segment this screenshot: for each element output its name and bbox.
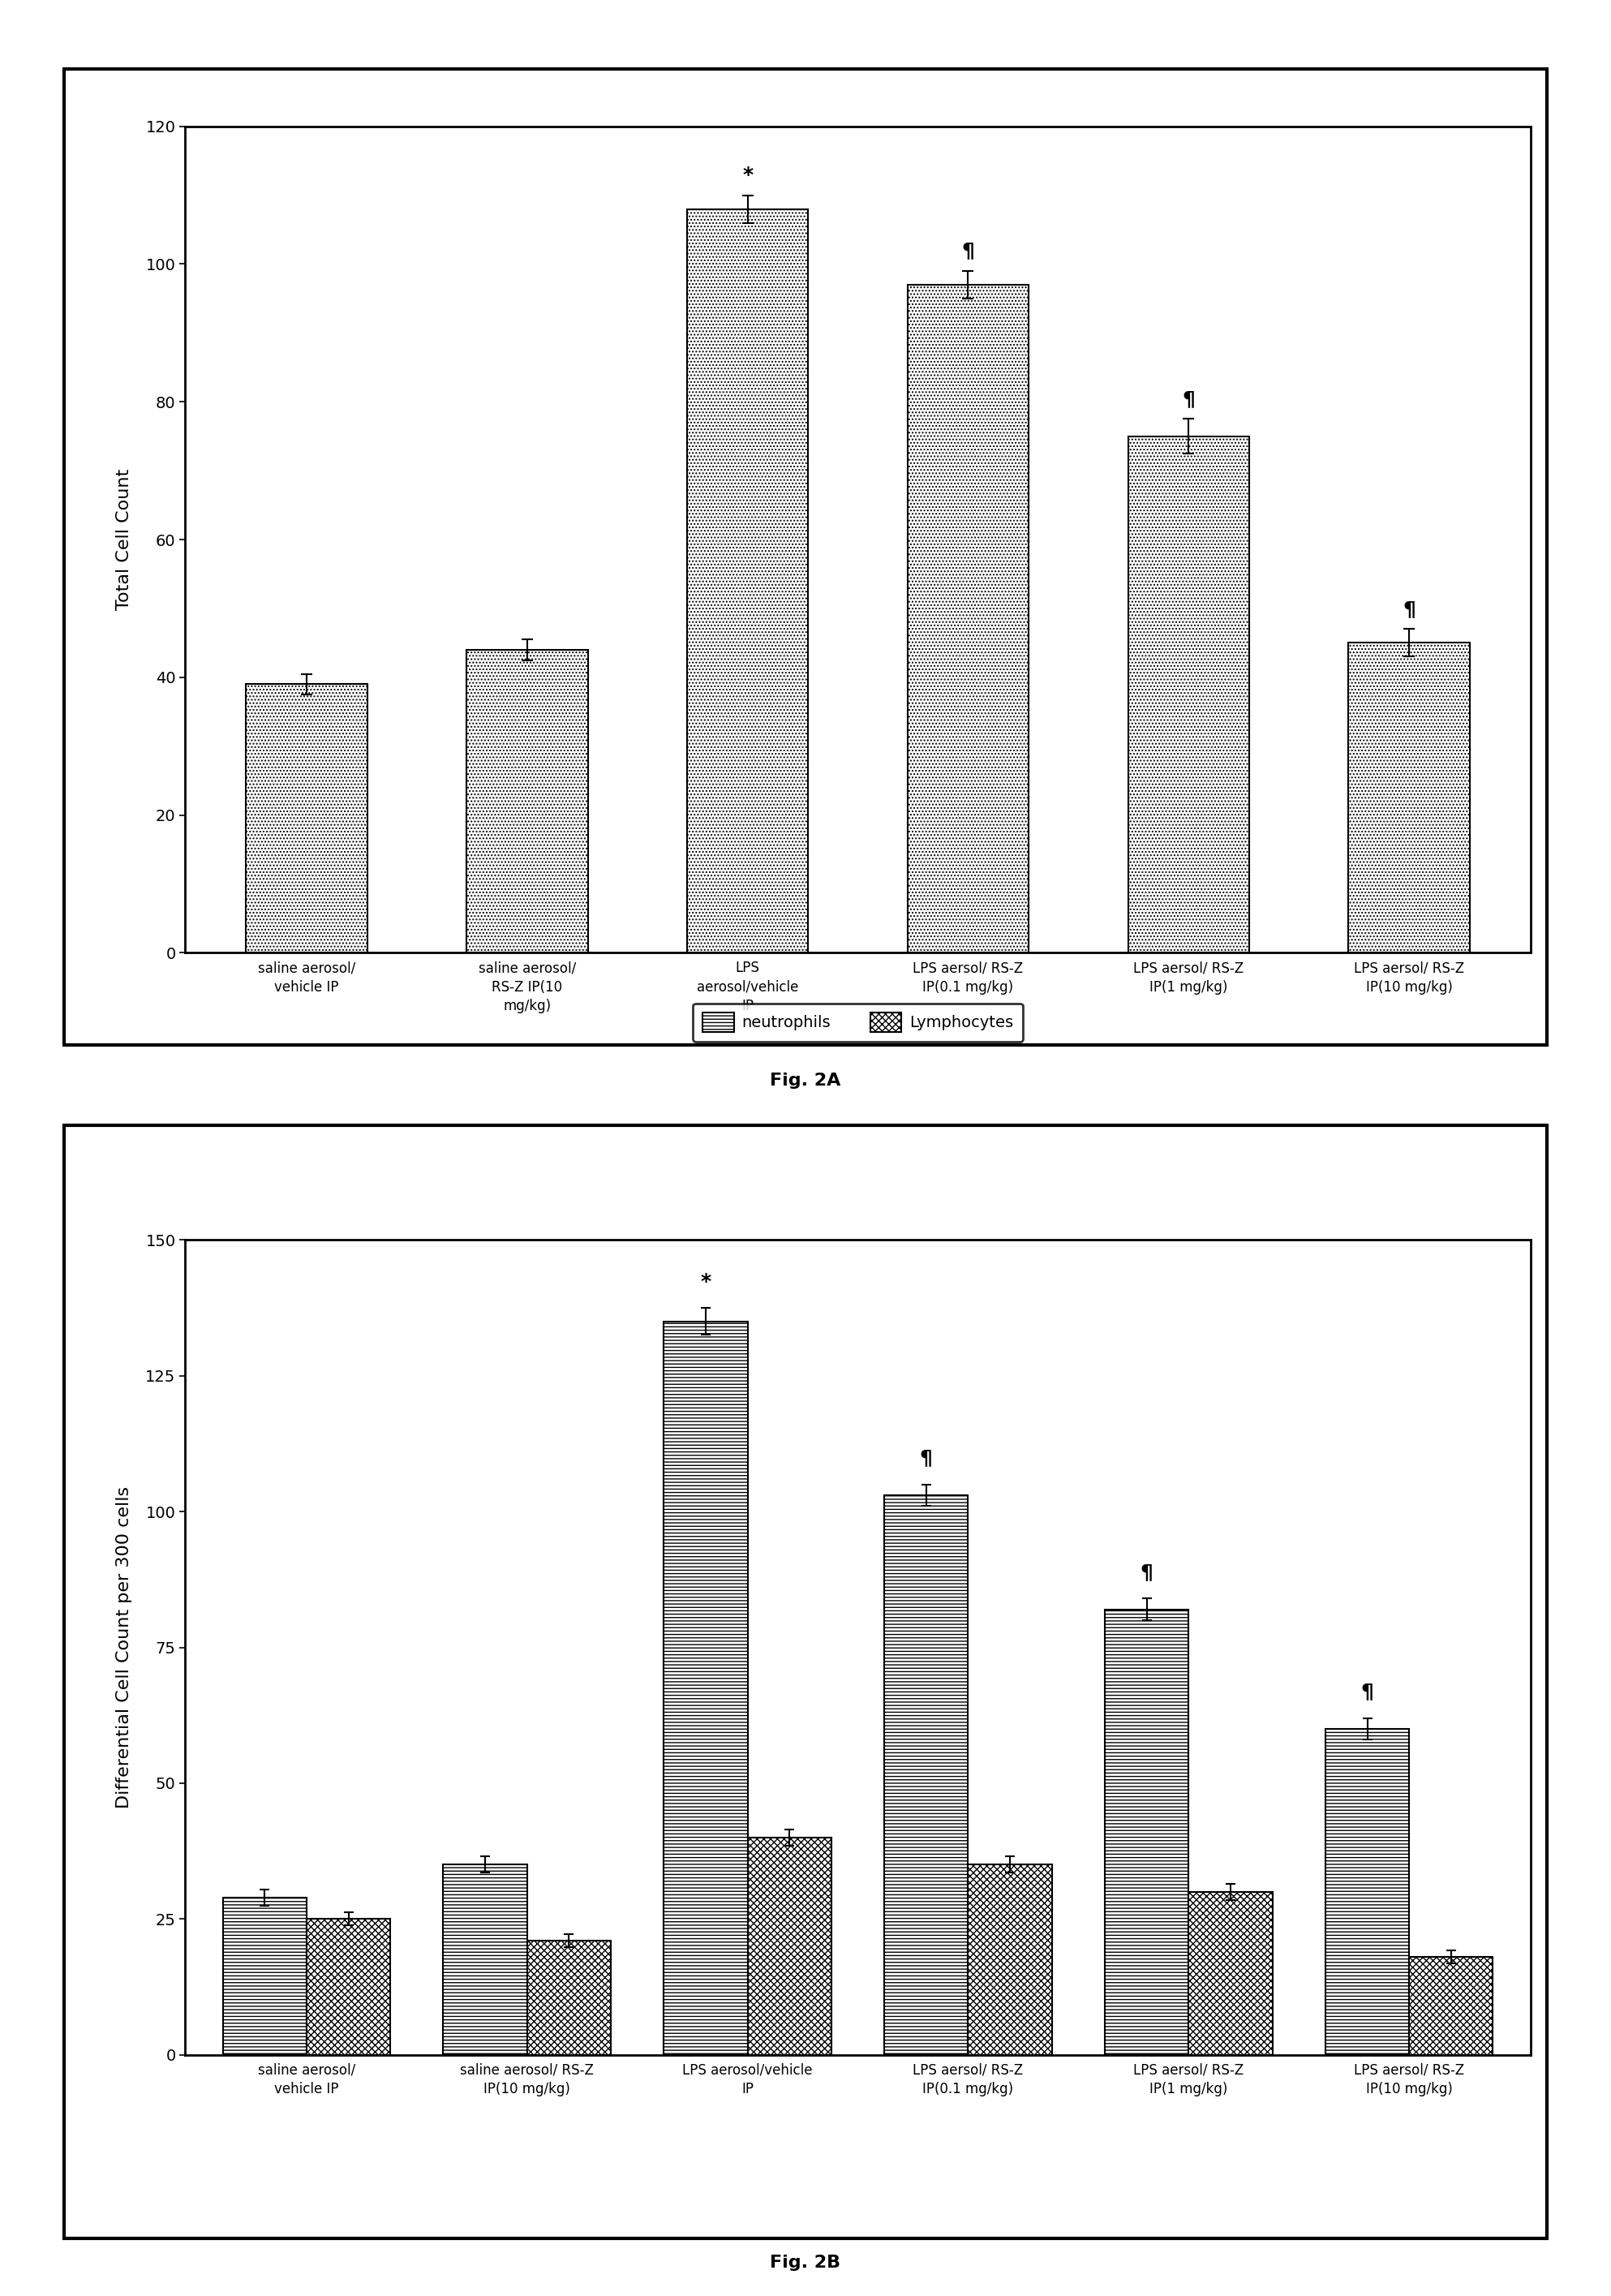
Text: ¶: ¶ — [962, 241, 975, 262]
Bar — [467, 650, 588, 953]
Text: ¶: ¶ — [1182, 390, 1195, 409]
Bar — [306, 1919, 390, 2055]
Bar — [1128, 436, 1249, 953]
Legend: neutrophils, Lymphocytes: neutrophils, Lymphocytes — [693, 1003, 1023, 1042]
Text: Fig. 2A: Fig. 2A — [770, 1072, 841, 1088]
Text: *: * — [701, 1272, 710, 1290]
Bar — [907, 285, 1029, 953]
Bar — [1326, 1729, 1410, 2055]
Bar — [527, 1940, 611, 2055]
Bar — [1410, 1956, 1493, 2055]
Y-axis label: Differential Cell Count per 300 cells: Differential Cell Count per 300 cells — [116, 1486, 132, 1809]
Bar — [443, 1864, 527, 2055]
Bar — [968, 1864, 1052, 2055]
Text: ¶: ¶ — [1141, 1564, 1153, 1582]
Bar — [1105, 1609, 1189, 2055]
Bar — [664, 1322, 748, 2055]
Bar — [884, 1495, 968, 2055]
Bar — [748, 1837, 831, 2055]
Text: Fig. 2B: Fig. 2B — [770, 2255, 841, 2271]
Bar — [1348, 643, 1469, 953]
Y-axis label: Total Cell Count: Total Cell Count — [116, 468, 132, 611]
Text: ¶: ¶ — [1361, 1683, 1374, 1701]
Text: ¶: ¶ — [920, 1449, 933, 1467]
Bar — [686, 209, 809, 953]
Bar — [246, 684, 367, 953]
Text: ¶: ¶ — [1403, 599, 1416, 618]
Text: *: * — [743, 165, 752, 186]
Bar — [222, 1896, 306, 2055]
Bar — [1189, 1892, 1273, 2055]
